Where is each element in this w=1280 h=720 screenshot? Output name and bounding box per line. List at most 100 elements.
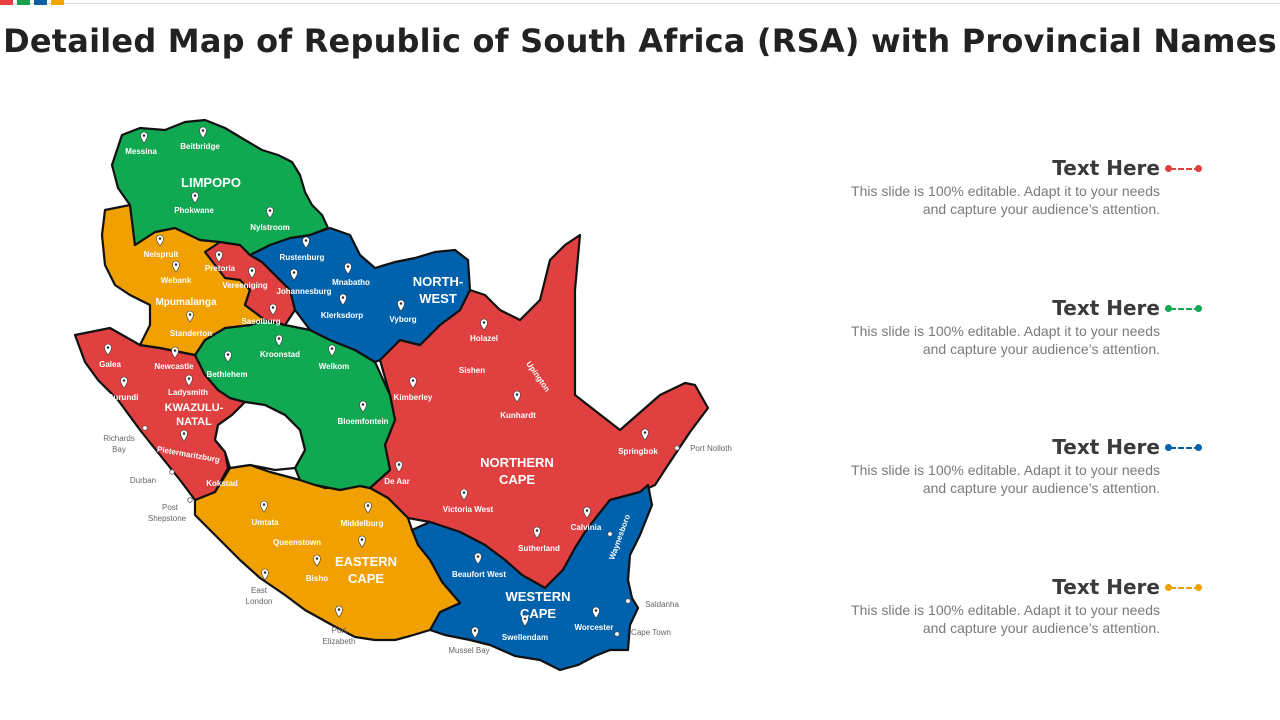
- legend-dot: [1195, 165, 1202, 172]
- city-label: Nylstroom: [250, 223, 290, 232]
- city-label: Holazel: [470, 334, 498, 343]
- legend-text: This slide is 100% editable. Adapt it to…: [800, 182, 1160, 218]
- city-label: Mnabatho: [332, 278, 370, 287]
- city-label: Nelspruit: [144, 250, 179, 259]
- legend-text-line: This slide is 100% editable. Adapt it to…: [851, 462, 1160, 478]
- coastal-markers: [142, 425, 680, 637]
- legend-text-line: This slide is 100% editable. Adapt it to…: [851, 323, 1160, 339]
- legend-text-line: and capture your audience’s attention.: [922, 480, 1160, 496]
- city-label: Bay: [112, 445, 126, 454]
- city-label: Shepstone: [148, 514, 187, 523]
- city-label: London: [246, 597, 273, 606]
- city-label: Bethlehem: [207, 370, 248, 379]
- legend-text: This slide is 100% editable. Adapt it to…: [800, 601, 1160, 637]
- legend-dot: [1165, 305, 1172, 312]
- city-label: Elizabeth: [323, 637, 356, 646]
- city-label: Kokstad: [206, 479, 238, 488]
- province-north-west[interactable]: [248, 226, 472, 364]
- legend-dot: [1195, 584, 1202, 591]
- legend-dot: [1195, 444, 1202, 451]
- province-western-cape[interactable]: [410, 483, 654, 672]
- province-label-limpopo: LIMPOPO: [181, 175, 241, 190]
- legend-text-line: and capture your audience’s attention.: [922, 620, 1160, 636]
- legend-text: This slide is 100% editable. Adapt it to…: [800, 322, 1160, 358]
- city-label: Rustenburg: [280, 253, 325, 262]
- city-label: Springbok: [618, 447, 658, 456]
- city-label: Cape Town: [631, 628, 671, 637]
- legend-dot: [1165, 444, 1172, 451]
- city-label: Sasolburg: [241, 317, 280, 326]
- accent-square-red: [0, 0, 13, 5]
- province-label-eastern-cape-2: CAPE: [348, 571, 384, 586]
- city-label: Sutherland: [518, 544, 560, 553]
- legend-heading: Text Here: [1052, 156, 1160, 180]
- city-label: Sishen: [459, 366, 485, 375]
- city-label: Webank: [161, 276, 192, 285]
- city-label: Newcastle: [154, 362, 194, 371]
- city-label: Standerton: [170, 329, 212, 338]
- city-label: Bloemfontein: [337, 417, 388, 426]
- province-limpopo[interactable]: [110, 118, 330, 257]
- top-rule: [0, 3, 1280, 4]
- province-label-northwest-1: NORTH-: [413, 274, 464, 289]
- city-label: Beitbridge: [180, 142, 220, 151]
- province-label-western-cape-2: CAPE: [520, 606, 556, 621]
- city-label: Richards: [103, 434, 135, 443]
- city-label: Beaufort West: [452, 570, 506, 579]
- legend-heading: Text Here: [1052, 575, 1160, 599]
- accent-square-orange: [51, 0, 64, 5]
- city-label: Klerksdorp: [321, 311, 363, 320]
- city-label: Port Nolloth: [690, 444, 732, 453]
- city-label: Worcester: [575, 623, 614, 632]
- legend-connector: [1170, 308, 1200, 310]
- province-label-kzn-1: KWAZULU-: [165, 402, 224, 414]
- legend-heading: Text Here: [1052, 435, 1160, 459]
- province-label-northwest-2: WEST: [419, 291, 457, 306]
- city-label: East: [251, 586, 268, 595]
- city-label: Bisho: [306, 574, 328, 583]
- city-label: Welkom: [319, 362, 350, 371]
- city-label: Kunhardt: [500, 411, 536, 420]
- page-title: Detailed Map of Republic of South Africa…: [3, 22, 1277, 60]
- city-label: De Aar: [384, 477, 410, 486]
- accent-square-blue: [34, 0, 47, 5]
- accent-square-green: [17, 0, 30, 5]
- city-label: Galea: [99, 360, 121, 369]
- legend-dot: [1195, 305, 1202, 312]
- city-label: Swellendam: [502, 633, 548, 642]
- city-label: Ladysmith: [168, 388, 208, 397]
- city-label: Kimberley: [394, 393, 433, 402]
- legend-connector: [1170, 447, 1200, 449]
- city-label: Durban: [130, 476, 156, 485]
- city-label: Calvinia: [571, 523, 602, 532]
- province-label-mpumalanga: Mpumalanga: [155, 297, 217, 308]
- legend-dot: [1165, 165, 1172, 172]
- city-label: Vyborg: [389, 315, 416, 324]
- legend-text-line: This slide is 100% editable. Adapt it to…: [851, 183, 1160, 199]
- legend-text-line: and capture your audience’s attention.: [922, 341, 1160, 357]
- legend-text: This slide is 100% editable. Adapt it to…: [800, 461, 1160, 497]
- city-label: Phokwane: [174, 206, 214, 215]
- south-africa-map: LIMPOPO Mpumalanga NORTH- WEST KWAZULU- …: [73, 118, 732, 672]
- city-label: Post: [162, 503, 179, 512]
- legend-connector: [1170, 587, 1200, 589]
- city-label: Saldanha: [645, 600, 679, 609]
- city-label: Mussel Bay: [448, 646, 489, 655]
- city-label: Messina: [125, 147, 157, 156]
- city-label: Vereeniging: [222, 281, 267, 290]
- legend-connector: [1170, 168, 1200, 170]
- province-label-western-cape-1: WESTERN: [506, 589, 571, 604]
- city-label: Umtata: [251, 518, 279, 527]
- legend-heading: Text Here: [1052, 296, 1160, 320]
- city-label: Burundi: [108, 393, 139, 402]
- province-label-kzn-2: NATAL: [176, 416, 212, 428]
- province-label-northern-cape-2: CAPE: [499, 472, 535, 487]
- city-label: Kroonstad: [260, 350, 300, 359]
- province-label-eastern-cape-1: EASTERN: [335, 554, 397, 569]
- legend-text-line: and capture your audience’s attention.: [922, 201, 1160, 217]
- city-label: Victoria West: [443, 505, 494, 514]
- city-label: Port: [332, 626, 347, 635]
- city-label: Pretoria: [205, 264, 236, 273]
- legend-text-line: This slide is 100% editable. Adapt it to…: [851, 602, 1160, 618]
- city-label: Johannesburg: [276, 287, 331, 296]
